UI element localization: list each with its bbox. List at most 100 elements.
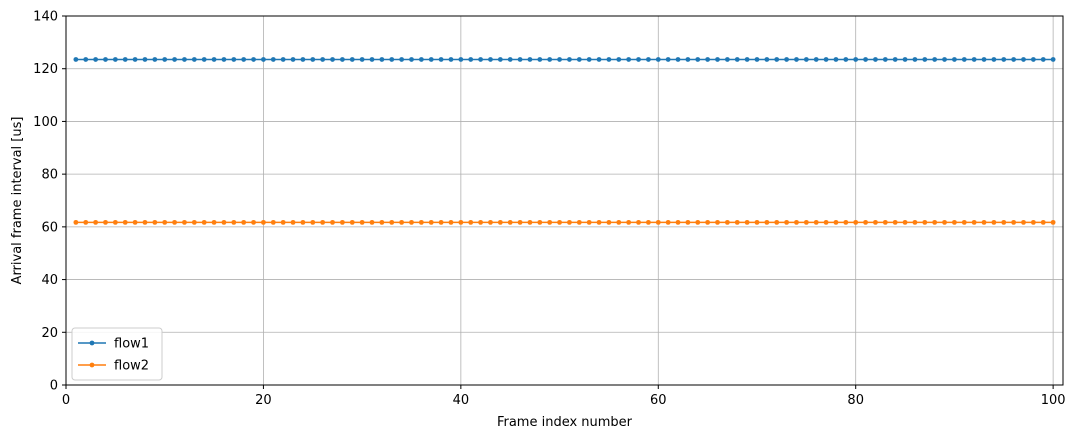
legend-marker: [89, 340, 95, 346]
data-point: [152, 57, 158, 62]
data-point: [1050, 219, 1056, 225]
data-point: [813, 57, 819, 62]
data-point: [310, 57, 316, 62]
data-point: [952, 219, 957, 225]
data-point: [646, 57, 651, 62]
data-point: [744, 57, 750, 62]
data-point: [221, 57, 227, 62]
data-point: [349, 57, 355, 62]
data-point: [981, 219, 987, 225]
data-point: [517, 57, 523, 62]
data-point: [339, 219, 345, 225]
data-point: [300, 57, 306, 62]
data-point: [261, 57, 266, 62]
data-point: [418, 219, 424, 225]
data-point: [961, 57, 967, 62]
data-point: [823, 57, 829, 62]
data-point: [547, 219, 553, 225]
data-point: [527, 219, 533, 225]
data-point: [744, 219, 750, 225]
data-point: [320, 57, 326, 62]
data-point: [655, 219, 661, 225]
data-point: [409, 57, 414, 62]
data-point: [557, 219, 562, 225]
data-point: [981, 57, 987, 62]
data-point: [991, 57, 997, 62]
data-point: [537, 57, 543, 62]
data-point: [902, 219, 908, 225]
y-axis-label: Arrival frame interval [us]: [10, 117, 25, 285]
data-point: [507, 219, 513, 225]
data-point: [952, 57, 957, 62]
axis-ticks: 0 20 40 60 80 100 0 20 40 60 80 100 120 140: [33, 10, 1065, 409]
data-point: [270, 57, 276, 62]
data-point: [932, 57, 938, 62]
data-point: [399, 219, 405, 225]
data-point: [675, 219, 681, 225]
data-point: [73, 57, 79, 62]
data-point: [261, 219, 266, 225]
data-point: [853, 219, 859, 225]
data-point: [833, 219, 839, 225]
data-point: [251, 57, 256, 62]
data-point: [122, 219, 128, 225]
data-point: [478, 57, 483, 62]
data-point: [1040, 57, 1046, 62]
data-point: [369, 57, 375, 62]
data-point: [892, 219, 898, 225]
data-point: [270, 219, 276, 225]
data-point: [280, 219, 286, 225]
data-point: [784, 57, 790, 62]
data-point: [695, 57, 701, 62]
series-layer: [73, 57, 1056, 225]
data-point: [675, 57, 681, 62]
data-point: [794, 219, 799, 225]
data-point: [152, 219, 158, 225]
data-point: [567, 219, 572, 225]
data-point: [537, 219, 543, 225]
data-point: [221, 219, 227, 225]
legend-entry-flow2: flow2: [78, 359, 149, 374]
data-point: [882, 57, 888, 62]
x-tick-label: 80: [847, 393, 864, 408]
data-point: [527, 57, 533, 62]
y-tick-label: 40: [41, 273, 58, 288]
data-point: [833, 57, 839, 62]
data-point: [1040, 219, 1046, 225]
data-point: [734, 57, 740, 62]
data-point: [359, 57, 365, 62]
data-point: [280, 57, 286, 62]
data-point: [922, 57, 928, 62]
data-point: [349, 219, 355, 225]
legend-marker: [89, 362, 95, 368]
data-point: [873, 219, 878, 225]
data-point: [803, 57, 809, 62]
data-point: [646, 219, 651, 225]
x-tick-label: 40: [453, 393, 470, 408]
legend-label: flow1: [114, 337, 149, 352]
data-point: [754, 57, 760, 62]
data-point: [300, 219, 306, 225]
data-point: [448, 219, 454, 225]
data-point: [685, 57, 691, 62]
data-point: [241, 219, 247, 225]
data-point: [665, 219, 671, 225]
data-point: [616, 219, 622, 225]
data-point: [458, 219, 464, 225]
data-point: [695, 219, 701, 225]
data-point: [942, 219, 947, 225]
data-point: [626, 219, 632, 225]
data-point: [971, 219, 977, 225]
data-point: [162, 57, 168, 62]
data-point: [172, 219, 177, 225]
data-point: [912, 57, 918, 62]
data-point: [774, 219, 780, 225]
data-point: [290, 57, 296, 62]
x-tick-label: 100: [1041, 393, 1066, 408]
data-point: [596, 57, 602, 62]
data-point: [1021, 57, 1026, 62]
data-point: [290, 219, 296, 225]
data-point: [112, 57, 118, 62]
data-point: [764, 219, 770, 225]
series-flow2: [73, 219, 1056, 225]
